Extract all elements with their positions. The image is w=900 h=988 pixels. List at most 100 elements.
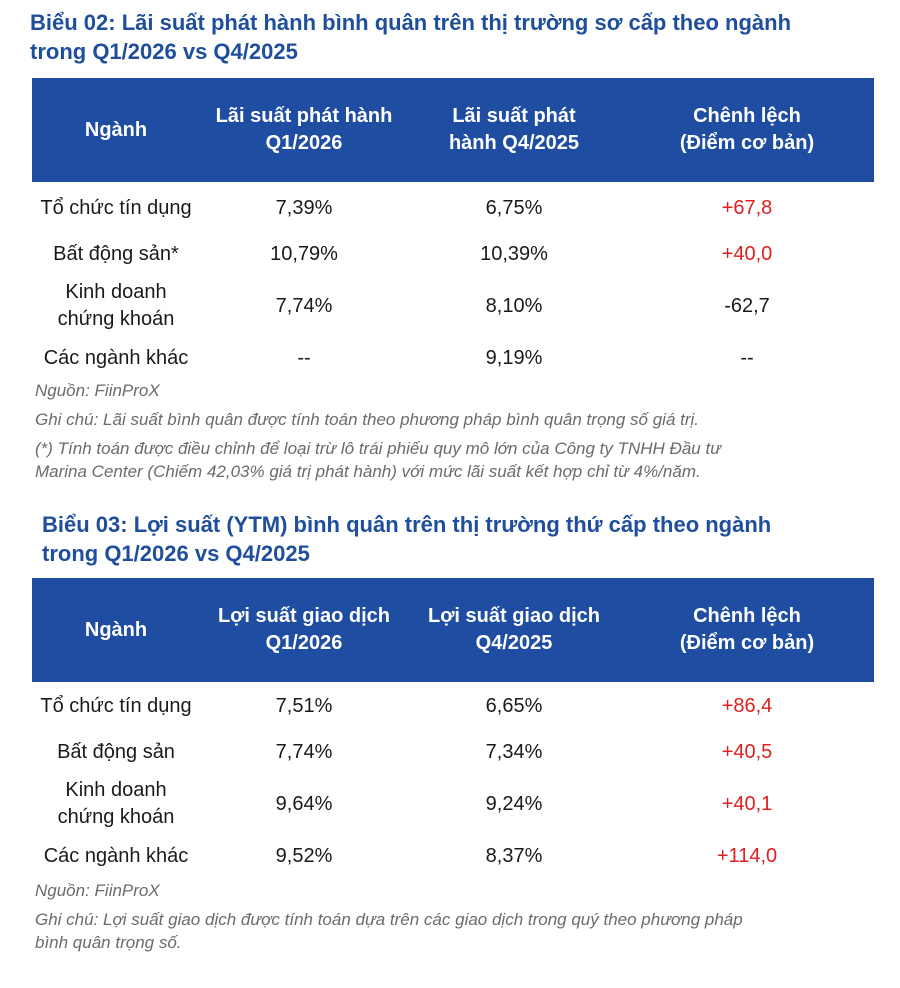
q4-value: 6,75% — [485, 196, 543, 219]
chart03-header-q4: Lợi suất giao dịch Q4/2025 — [408, 578, 620, 682]
q1-value: 7,74% — [275, 740, 333, 763]
header-label: Chênh lệch — [693, 105, 801, 127]
q1-cell: 7,74% — [200, 734, 408, 770]
header-label: Q4/2025 — [475, 632, 553, 654]
chart03-header-sector: Ngành — [32, 578, 200, 682]
header-label: Lãi suất phát hành — [215, 105, 393, 127]
q1-value: 9,64% — [275, 792, 333, 815]
diff-cell: +40,1 — [620, 776, 874, 832]
sector-label: Kinh doanh — [65, 281, 167, 303]
sector-label: Kinh doanh — [65, 779, 167, 801]
header-label: hành Q4/2025 — [448, 132, 580, 154]
sector-label: Tổ chức tín dụng — [40, 196, 192, 219]
q4-cell: 10,39% — [408, 236, 620, 272]
q4-value: 9,19% — [485, 346, 543, 369]
table-row: Bất động sản 7,74% 7,34% +40,5 — [32, 734, 874, 770]
q1-cell: -- — [200, 340, 408, 376]
q1-cell: 7,74% — [200, 278, 408, 334]
sector-label: Các ngành khác — [43, 844, 189, 867]
diff-value: -62,7 — [724, 294, 770, 317]
footnote-text: Marina Center (Chiếm 42,03% giá trị phát… — [35, 462, 701, 481]
diff-cell: -62,7 — [620, 278, 874, 334]
chart02-title-line1: Biểu 02: Lãi suất phát hành bình quân tr… — [30, 10, 792, 35]
footnote-text: (*) Tính toán được điều chỉnh để loại tr… — [35, 439, 721, 458]
diff-value: +86,4 — [721, 694, 773, 717]
sector-label: chứng khoán — [57, 308, 175, 330]
diff-value: -- — [740, 346, 754, 369]
sector-label: Các ngành khác — [43, 346, 189, 369]
q1-value: 7,74% — [275, 294, 333, 317]
q1-cell: 7,51% — [200, 688, 408, 724]
sector-cell: Tổ chức tín dụng — [32, 190, 200, 226]
table-row: Kinh doanh chứng khoán 7,74% 8,10% -62,7 — [32, 278, 874, 334]
chart02-header-diff: Chênh lệch (Điểm cơ bản) — [620, 78, 874, 182]
q1-cell: 10,79% — [200, 236, 408, 272]
q4-cell: 7,34% — [408, 734, 620, 770]
q4-cell: 8,37% — [408, 838, 620, 874]
diff-cell: +40,5 — [620, 734, 874, 770]
diff-cell: +40,0 — [620, 236, 874, 272]
sector-cell: Các ngành khác — [32, 340, 200, 376]
chart03-title-line2: trong Q1/2026 vs Q4/2025 — [42, 541, 310, 566]
q4-value: 8,37% — [485, 844, 543, 867]
q1-cell: 9,52% — [200, 838, 408, 874]
source-text: Nguồn: FiinProX — [35, 381, 160, 400]
diff-cell: +67,8 — [620, 190, 874, 226]
source-text: Nguồn: FiinProX — [35, 881, 160, 900]
chart03-title: Biểu 03: Lợi suất (YTM) bình quân trên t… — [42, 510, 880, 568]
q1-value: 9,52% — [275, 844, 333, 867]
q1-cell: 7,39% — [200, 190, 408, 226]
header-label: Ngành — [84, 618, 148, 641]
q1-value: 7,39% — [275, 196, 333, 219]
sector-label: chứng khoán — [57, 806, 175, 828]
q1-cell: 9,64% — [200, 776, 408, 832]
table-row: Bất động sản* 10,79% 10,39% +40,0 — [32, 236, 874, 272]
diff-value: +67,8 — [721, 196, 773, 219]
chart02-header-q4: Lãi suất phát hành Q4/2025 — [408, 78, 620, 182]
diff-value: +40,0 — [721, 242, 773, 265]
q1-value: 7,51% — [275, 694, 333, 717]
table-row: Kinh doanh chứng khoán 9,64% 9,24% +40,1 — [32, 776, 874, 832]
chart02-title: Biểu 02: Lãi suất phát hành bình quân tr… — [30, 8, 880, 66]
sector-label: Tổ chức tín dụng — [40, 694, 192, 717]
q4-value: 7,34% — [485, 740, 543, 763]
diff-cell: -- — [620, 340, 874, 376]
header-label: (Điểm cơ bản) — [679, 132, 815, 154]
chart03-header-diff: Chênh lệch (Điểm cơ bản) — [620, 578, 874, 682]
diff-cell: +86,4 — [620, 688, 874, 724]
table-row: Các ngành khác 9,52% 8,37% +114,0 — [32, 838, 874, 874]
sector-cell: Bất động sản — [32, 734, 200, 770]
chart02-header-q1: Lãi suất phát hành Q1/2026 — [200, 78, 408, 182]
q4-value: 10,39% — [480, 242, 548, 265]
sector-cell: Tổ chức tín dụng — [32, 688, 200, 724]
chart02-notes: Nguồn: FiinProX Ghi chú: Lãi suất bình q… — [35, 379, 870, 483]
diff-value: +114,0 — [716, 844, 778, 867]
q4-value: 8,10% — [485, 294, 543, 317]
q1-value: 10,79% — [270, 242, 338, 265]
diff-value: +40,1 — [721, 792, 773, 815]
header-label: Ngành — [84, 118, 148, 141]
sector-label: Bất động sản* — [53, 242, 179, 265]
header-label: Lợi suất giao dịch — [427, 605, 600, 627]
q4-value: 9,24% — [485, 792, 543, 815]
table-row: Tổ chức tín dụng 7,39% 6,75% +67,8 — [32, 190, 874, 226]
sector-cell: Kinh doanh chứng khoán — [32, 776, 200, 832]
q4-cell: 9,19% — [408, 340, 620, 376]
sector-cell: Kinh doanh chứng khoán — [32, 278, 200, 334]
table-row: Tổ chức tín dụng 7,51% 6,65% +86,4 — [32, 688, 874, 724]
q4-cell: 8,10% — [408, 278, 620, 334]
chart03-title-line1: Biểu 03: Lợi suất (YTM) bình quân trên t… — [42, 512, 772, 537]
note-text: Ghi chú: Lợi suất giao dịch được tính to… — [35, 910, 743, 929]
diff-cell: +114,0 — [620, 838, 874, 874]
sector-cell: Các ngành khác — [32, 838, 200, 874]
q1-value: -- — [297, 346, 311, 369]
header-label: Q1/2026 — [265, 632, 343, 654]
header-label: (Điểm cơ bản) — [679, 632, 815, 654]
q4-cell: 9,24% — [408, 776, 620, 832]
note-text: bình quân trọng số. — [35, 933, 182, 952]
chart03-notes: Nguồn: FiinProX Ghi chú: Lợi suất giao d… — [35, 879, 870, 954]
q4-value: 6,65% — [485, 694, 543, 717]
table-row: Các ngành khác -- 9,19% -- — [32, 340, 874, 376]
header-label: Q1/2026 — [265, 132, 343, 154]
chart03-table-header: Ngành Lợi suất giao dịch Q1/2026 Lợi suấ… — [32, 578, 874, 682]
